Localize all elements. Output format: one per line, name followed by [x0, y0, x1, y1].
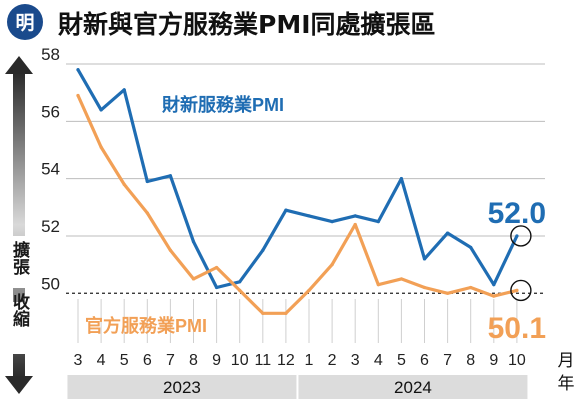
data-point: [422, 257, 427, 261]
x-tick-label: 11: [254, 352, 271, 369]
y-tick-label: 56: [41, 102, 60, 121]
data-point: [469, 245, 473, 250]
x-tick-label: 9: [212, 352, 221, 369]
end-value-official: 50.1: [488, 312, 546, 345]
data-point: [215, 265, 219, 270]
data-point: [515, 288, 519, 293]
data-point: [353, 214, 357, 218]
x-tick-label: 7: [443, 352, 452, 369]
x-tick-label: 3: [74, 352, 83, 369]
year-band: [298, 375, 528, 399]
series-name-caixin: 財新服務業PMI: [162, 94, 284, 115]
series: [76, 68, 519, 315]
title-block: 明 財新與官方服務業PMI同處擴張區: [7, 4, 436, 40]
end-value-caixin: 52.0: [488, 197, 546, 230]
data-point: [469, 285, 473, 290]
data-point: [376, 283, 380, 287]
arrow-shaft: [13, 72, 25, 378]
data-point: [330, 263, 334, 267]
chart-title: 財新與官方服務業PMI同處擴張區: [58, 10, 436, 39]
year-band: [67, 375, 297, 399]
y-tick-label: 50: [41, 274, 60, 293]
x-tick-label: 10: [231, 352, 249, 369]
series-labels: 財新服務業PMI 官方服務業PMI 52.0 50.1: [85, 94, 546, 345]
data-point: [515, 234, 519, 238]
data-point: [330, 220, 334, 224]
y-axis-ticks: 50 52 54 56 58: [41, 45, 60, 293]
year-unit-label: 年: [558, 374, 575, 393]
series-line-1: [76, 93, 519, 315]
year-label: 2023: [163, 378, 201, 397]
x-tick-label: 2: [328, 352, 337, 369]
y-tick-label: 58: [41, 45, 60, 64]
contraction-label: 收縮: [9, 292, 30, 328]
data-point: [446, 231, 450, 235]
data-point: [122, 88, 126, 92]
data-point: [168, 248, 172, 252]
data-point: [492, 283, 496, 287]
data-point: [446, 291, 450, 295]
x-tick-label: 9: [489, 352, 498, 369]
data-point: [191, 240, 196, 244]
x-tick-label: 12: [277, 352, 295, 369]
data-point: [399, 177, 403, 181]
y-tick-label: 52: [41, 217, 60, 236]
year-label: 2024: [394, 378, 432, 397]
data-point: [284, 208, 288, 212]
x-tick-label: 6: [420, 352, 429, 369]
y-tick-label: 54: [41, 160, 60, 179]
data-point: [99, 145, 103, 149]
data-point: [492, 294, 496, 298]
x-tick-label: 8: [466, 352, 475, 369]
data-point: [191, 277, 196, 281]
data-point: [145, 211, 149, 215]
expansion-contraction-arrow: 擴張 收縮: [5, 56, 33, 394]
x-tick-label: 3: [351, 352, 360, 369]
expansion-label: 擴張: [9, 240, 30, 276]
data-point: [99, 108, 103, 112]
data-point: [307, 214, 311, 218]
gridlines: [66, 63, 545, 294]
month-unit-label: 月: [558, 351, 575, 370]
x-tick-label: 4: [97, 352, 106, 369]
data-point: [238, 288, 242, 293]
data-point: [122, 182, 126, 186]
data-point: [145, 179, 149, 184]
data-point: [238, 280, 242, 284]
data-point: [353, 222, 357, 227]
arrow-down-icon: [5, 376, 33, 394]
data-point: [76, 68, 80, 72]
x-tick-label: 5: [397, 352, 406, 369]
data-point: [76, 93, 80, 98]
data-point: [422, 285, 427, 290]
x-tick-label: 8: [189, 352, 198, 369]
data-point: [215, 285, 219, 290]
series-line-0: [76, 68, 519, 290]
x-tick-label: 5: [120, 352, 129, 369]
x-tick-label: 6: [143, 352, 152, 369]
series-name-official: 官方服務業PMI: [85, 315, 207, 336]
data-point: [307, 288, 311, 293]
x-tick-label: 10: [508, 352, 526, 369]
data-point: [399, 277, 403, 281]
data-point: [261, 311, 265, 315]
data-point: [284, 311, 288, 315]
arrow-up-icon: [5, 56, 33, 74]
x-tick-label: 7: [166, 352, 175, 369]
x-tick-label: 1: [305, 352, 314, 369]
end-marker-circle: [510, 279, 532, 302]
logo-badge: [7, 4, 43, 40]
data-point: [376, 220, 380, 224]
x-tick-label: 4: [374, 352, 383, 369]
data-point: [168, 174, 172, 178]
logo-text: 明: [15, 12, 34, 34]
data-point: [261, 248, 265, 252]
end-marker-circle: [510, 225, 532, 247]
